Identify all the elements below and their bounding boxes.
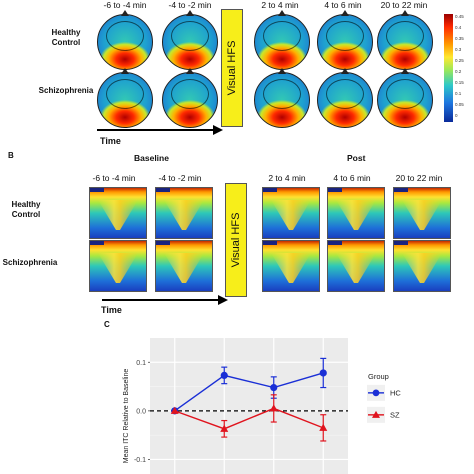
topoplot [162, 10, 218, 70]
colorbar [444, 14, 453, 122]
panel-a-time-label: 20 to 22 min [380, 0, 428, 10]
topoplot [97, 10, 153, 70]
colorbar-tick: 0.35 [455, 36, 464, 41]
panel-b-time-label: 20 to 22 min [395, 173, 443, 183]
panel-b-row-label-hc: Healthy Control [11, 200, 41, 219]
spectrogram [393, 240, 451, 292]
topoplot [377, 10, 433, 70]
colorbar-tick: 0 [455, 113, 458, 118]
spectrogram [393, 187, 451, 239]
data-point-sz [319, 423, 328, 431]
legend-marker-hc [372, 389, 380, 397]
data-point-hc [319, 369, 327, 377]
panel-b-time-label: -4 to -2 min [158, 173, 202, 183]
colorbar-tick: 0.05 [455, 102, 464, 107]
y-axis-label: Mean ITC Relative to Baseline [123, 369, 130, 464]
topoplot [162, 68, 218, 128]
visual-hfs-box: Visual HFS [221, 9, 243, 127]
panel-a-time-label: 4 to 6 min [324, 0, 362, 10]
spectrogram [155, 240, 213, 292]
spectrogram [327, 187, 385, 239]
topoplot [254, 68, 310, 128]
plot-background [150, 338, 348, 474]
panel-b-row-label-sz: Schizophrenia [2, 258, 58, 267]
post-header: Post [347, 153, 366, 163]
data-point-sz [170, 406, 179, 414]
data-point-sz [269, 404, 278, 412]
data-point-sz [220, 424, 229, 432]
y-tick-label: 0.0 [136, 408, 146, 415]
spectrogram [89, 187, 147, 239]
panel-a-row-label-hc: Healthy Control [51, 28, 81, 47]
colorbar-tick: 0.2 [455, 69, 462, 74]
legend-marker-sz [372, 410, 380, 418]
panel-a-time-arrow [97, 125, 223, 135]
panel-b-time-label: 2 to 4 min [268, 173, 306, 183]
topoplot [317, 68, 373, 128]
legend-label: HC [390, 388, 401, 397]
spectrogram [262, 187, 320, 239]
legend-label: SZ [390, 410, 400, 419]
data-point-hc [220, 371, 228, 379]
spectrogram [262, 240, 320, 292]
panel-a-row-label-sz: Schizophrenia [38, 86, 94, 95]
spectrogram [327, 240, 385, 292]
topoplot [97, 68, 153, 128]
visual-hfs-box: Visual HFS [225, 183, 247, 297]
data-point-hc [270, 383, 278, 392]
panel-a-time-label-arrow: Time [100, 136, 121, 146]
panel-a-time-label: -6 to -4 min [103, 0, 147, 10]
topoplot [254, 10, 310, 70]
legend-title: Group [368, 372, 389, 381]
panel-b-time-label-arrow: Time [101, 305, 122, 315]
colorbar-tick: 0.25 [455, 58, 464, 63]
colorbar-tick: 0.45 [455, 14, 464, 19]
topoplot [317, 10, 373, 70]
series-line [174, 407, 324, 430]
y-tick-label: -0.1 [134, 457, 146, 464]
y-tick-label: 0.1 [136, 360, 146, 367]
colorbar-tick: 0.3 [455, 47, 462, 52]
panel-b-letter: B [8, 151, 14, 160]
panel-b-time-arrow [102, 295, 228, 305]
colorbar-tick: 0.15 [455, 80, 464, 85]
series-line [174, 372, 324, 412]
panel-b-time-label: -6 to -4 min [92, 173, 136, 183]
spectrogram [155, 187, 213, 239]
spectrogram [89, 240, 147, 292]
visual-hfs-label: Visual HFS [230, 212, 242, 268]
colorbar-tick: 0.4 [455, 25, 462, 30]
baseline-header: Baseline [134, 153, 169, 163]
panel-b-time-label: 4 to 6 min [333, 173, 371, 183]
colorbar-tick: 0.1 [455, 91, 462, 96]
itc-chart: 0.1 0.0 -0.1 Mean ITC Relative to Baseline G… [123, 338, 401, 474]
panel-c-letter: C [104, 320, 110, 329]
panel-a-time-label: -4 to -2 min [168, 0, 212, 10]
panel-a-time-label: 2 to 4 min [261, 0, 299, 10]
visual-hfs-label: Visual HFS [226, 40, 238, 96]
topoplot [377, 68, 433, 128]
